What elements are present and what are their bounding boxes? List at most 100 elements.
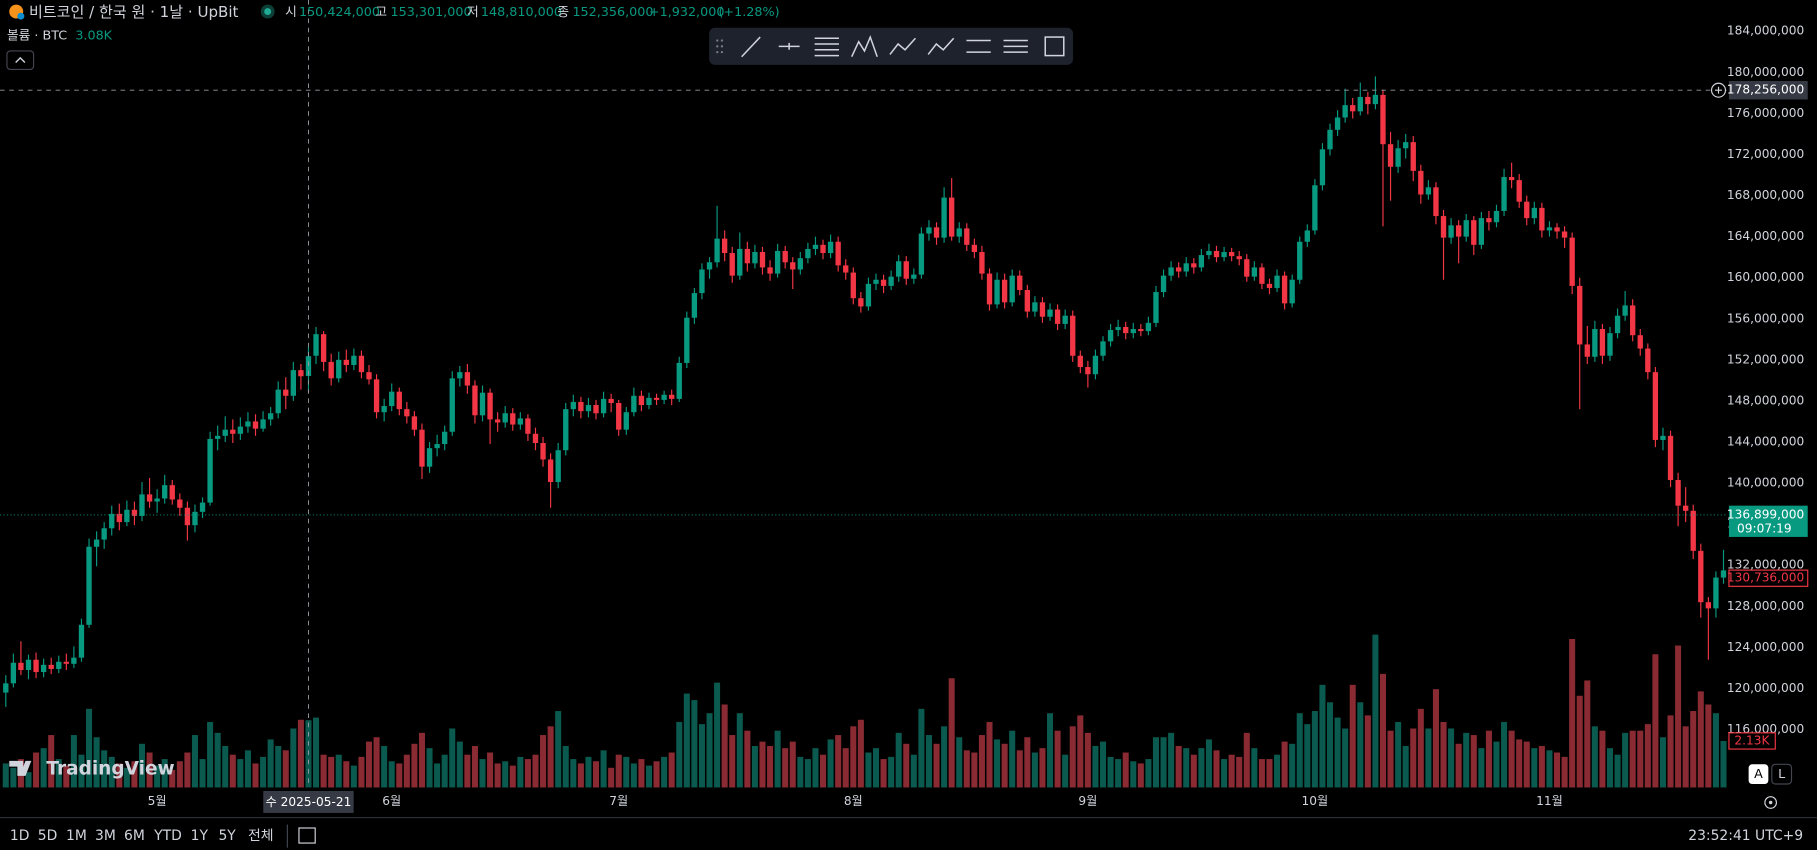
range-button[interactable]: 1Y bbox=[191, 828, 209, 844]
collapse-button[interactable] bbox=[6, 50, 35, 71]
range-button[interactable]: 5D bbox=[38, 828, 58, 844]
candle-body bbox=[631, 395, 637, 413]
volume-bar bbox=[509, 765, 516, 788]
candle-body bbox=[411, 416, 418, 430]
volume-bar bbox=[184, 752, 191, 788]
position-tool[interactable] bbox=[1003, 39, 1028, 53]
candle-body bbox=[1228, 252, 1235, 257]
log-scale-button[interactable] bbox=[1771, 763, 1793, 785]
volume-bar bbox=[1448, 728, 1455, 788]
range-button[interactable]: 1M bbox=[66, 828, 87, 844]
candle-body bbox=[1690, 510, 1696, 551]
volume-bar bbox=[1016, 750, 1023, 788]
elliott-tool[interactable] bbox=[889, 37, 917, 55]
volume-bar bbox=[214, 732, 221, 788]
candle-body bbox=[78, 624, 85, 658]
volume-bar bbox=[933, 743, 940, 788]
range-button[interactable]: 전체 bbox=[248, 828, 274, 844]
volume-bar bbox=[25, 772, 32, 788]
y-tick-label: 120,000,000 bbox=[1727, 681, 1804, 695]
volume-bar bbox=[532, 754, 539, 788]
volume-bar bbox=[456, 741, 463, 788]
volume-bar bbox=[1523, 741, 1530, 788]
candle-body bbox=[1682, 505, 1689, 511]
plot-area bbox=[0, 0, 1727, 788]
volume-bar bbox=[1705, 704, 1712, 788]
pattern-tool[interactable] bbox=[851, 34, 878, 58]
volume-bar bbox=[1690, 711, 1697, 788]
volume-bar bbox=[608, 767, 615, 788]
volume-bar bbox=[729, 735, 736, 788]
y-tick-label: 124,000,000 bbox=[1727, 640, 1804, 654]
trend-line-tool[interactable] bbox=[741, 36, 761, 58]
candle-body bbox=[177, 499, 183, 508]
range-tool[interactable] bbox=[966, 39, 991, 53]
volume-bar bbox=[260, 756, 267, 788]
volume-bar bbox=[653, 761, 660, 788]
candle-body bbox=[812, 244, 819, 249]
volume-bar bbox=[479, 759, 486, 788]
candle-body bbox=[184, 507, 191, 526]
auto-scale-button[interactable] bbox=[1748, 764, 1769, 784]
range-button[interactable]: 6M bbox=[124, 828, 145, 844]
add-alert-plus bbox=[1715, 86, 1722, 94]
volume-bar bbox=[547, 726, 554, 788]
candle-body bbox=[366, 372, 372, 380]
volume-bar bbox=[123, 767, 130, 788]
settings-icon[interactable] bbox=[1764, 796, 1778, 809]
volume-bar bbox=[963, 750, 970, 788]
volume-bar bbox=[820, 754, 827, 788]
volume-bar bbox=[668, 752, 675, 788]
candle-body bbox=[1176, 267, 1182, 272]
auto-scale-label: A bbox=[1754, 767, 1763, 782]
volume-bar bbox=[759, 741, 766, 788]
volume-bar bbox=[1009, 730, 1016, 788]
y-tick-label: 160,000,000 bbox=[1727, 270, 1804, 284]
range-button[interactable]: 1D bbox=[10, 828, 30, 844]
volume-bar bbox=[199, 759, 206, 788]
candle-body bbox=[843, 265, 849, 273]
y-tick-label: 164,000,000 bbox=[1727, 229, 1804, 243]
volume-bar bbox=[1069, 726, 1076, 788]
volume-bar bbox=[63, 765, 70, 788]
volume-bar bbox=[1183, 748, 1190, 788]
candle-body bbox=[116, 513, 122, 523]
abcd-tool[interactable] bbox=[927, 37, 955, 55]
volume-bar bbox=[328, 756, 335, 788]
volume-bar bbox=[358, 756, 365, 788]
volume-bar bbox=[600, 750, 607, 788]
range-button[interactable]: 5Y bbox=[218, 828, 236, 844]
volume-bar bbox=[1554, 752, 1561, 788]
candle-body bbox=[298, 370, 304, 377]
volume-bar bbox=[956, 737, 963, 788]
date-range-icon[interactable] bbox=[298, 827, 316, 844]
range-button[interactable]: 3M bbox=[95, 828, 116, 844]
candle-body bbox=[1493, 210, 1500, 223]
candle-body bbox=[1297, 241, 1303, 280]
candle-body bbox=[192, 511, 198, 526]
ohlc-label: 고 bbox=[375, 5, 387, 20]
volume-bar bbox=[1031, 752, 1038, 788]
candle-body bbox=[1546, 227, 1553, 231]
candle-body bbox=[1304, 230, 1310, 242]
horizontal-ray-tool[interactable] bbox=[778, 42, 800, 50]
fib-tool[interactable] bbox=[814, 37, 839, 57]
change-value: +1,932,000 bbox=[649, 5, 725, 20]
volume-bar bbox=[714, 682, 721, 788]
candle-body bbox=[1380, 94, 1386, 145]
range-button[interactable]: YTD bbox=[153, 828, 182, 844]
candle-body bbox=[661, 394, 667, 400]
candle-body bbox=[1357, 96, 1363, 112]
x-tick-label: 6월 bbox=[382, 794, 401, 808]
candle-body bbox=[449, 378, 455, 432]
candle-body bbox=[1160, 275, 1167, 293]
candle-body bbox=[1206, 250, 1212, 256]
volume-bar bbox=[343, 761, 350, 788]
candle-body bbox=[1486, 218, 1492, 223]
volume-bar bbox=[782, 748, 789, 788]
x-tick-label: 9월 bbox=[1078, 794, 1097, 808]
candle-body bbox=[222, 429, 228, 436]
volume-bar bbox=[1228, 754, 1235, 788]
rectangle-tool[interactable] bbox=[1044, 36, 1065, 57]
candle-body bbox=[797, 258, 803, 270]
